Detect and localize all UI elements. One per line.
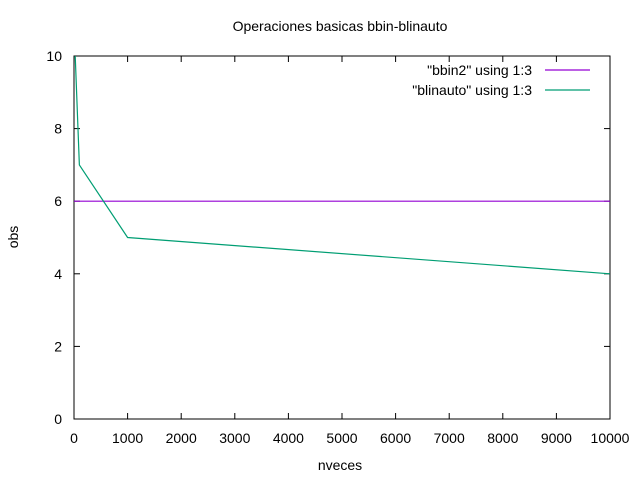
y-tick-label: 8 bbox=[54, 121, 62, 137]
x-tick-label: 7000 bbox=[434, 430, 465, 446]
legend-label-0: "bbin2" using 1:3 bbox=[427, 62, 532, 78]
chart-title: Operaciones basicas bbin-blinauto bbox=[233, 18, 448, 34]
x-axis-label: nveces bbox=[318, 457, 362, 473]
legend-label-1: "blinauto" using 1:3 bbox=[412, 82, 532, 98]
y-tick-label: 4 bbox=[54, 266, 62, 282]
x-tick-label: 1000 bbox=[112, 430, 143, 446]
y-tick-label: 0 bbox=[54, 411, 62, 427]
x-tick-label: 10000 bbox=[591, 430, 630, 446]
y-tick-label: 6 bbox=[54, 193, 62, 209]
series-lines bbox=[74, 56, 610, 275]
x-tick-label: 0 bbox=[70, 430, 78, 446]
x-tick-label: 9000 bbox=[541, 430, 572, 446]
x-tick-label: 8000 bbox=[487, 430, 518, 446]
x-tick-label: 5000 bbox=[326, 430, 357, 446]
axis-ticks: 0 1000 2000 3000 4000 5000 6000 7000 8000 9000 100… bbox=[46, 48, 629, 446]
legend: "bbin2" using 1:3 "blinauto" using 1:3 bbox=[412, 62, 590, 98]
y-axis-label: obs bbox=[5, 226, 21, 249]
x-tick-label: 2000 bbox=[166, 430, 197, 446]
series-line-1 bbox=[74, 56, 610, 275]
y-tick-label: 10 bbox=[46, 48, 62, 64]
y-tick-label: 2 bbox=[54, 338, 62, 354]
x-tick-label: 3000 bbox=[219, 430, 250, 446]
x-tick-label: 6000 bbox=[380, 430, 411, 446]
plot-border bbox=[73, 55, 611, 420]
x-tick-label: 4000 bbox=[273, 430, 304, 446]
